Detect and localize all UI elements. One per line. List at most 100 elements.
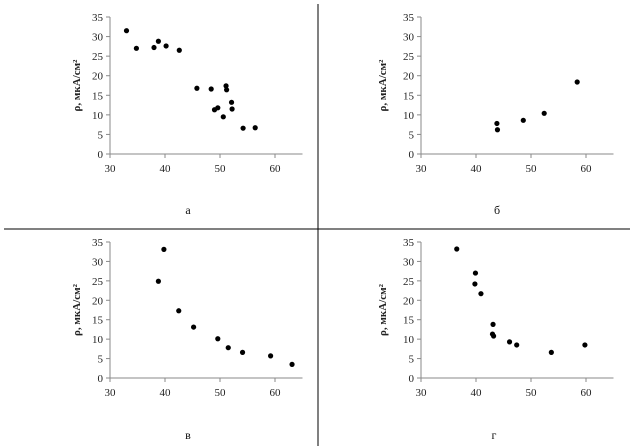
x-tick-label: 50 xyxy=(215,163,227,175)
y-tick-label: 35 xyxy=(92,237,104,249)
x-tick-label: 30 xyxy=(416,163,428,175)
y-tick-label: 30 xyxy=(403,32,415,44)
data-point xyxy=(506,339,513,345)
data-point xyxy=(491,333,497,339)
x-tick-label: 40 xyxy=(471,163,483,175)
y-axis-label: ρ, мкА/см² xyxy=(71,59,83,112)
y-tick-label: 5 xyxy=(409,354,415,366)
data-point xyxy=(514,342,520,348)
x-tick-label: 40 xyxy=(160,387,172,399)
x-tick-label: 60 xyxy=(581,163,593,175)
data-point xyxy=(240,125,246,131)
y-tick-label: 20 xyxy=(403,71,415,83)
y-tick-label: 25 xyxy=(92,276,104,288)
x-tick-label: 60 xyxy=(270,387,282,399)
data-point xyxy=(490,321,496,327)
y-tick-label: 10 xyxy=(92,334,104,346)
data-point xyxy=(208,86,214,92)
data-point xyxy=(454,246,460,252)
y-tick-label: 15 xyxy=(403,315,415,327)
y-axis-label: ρ, мкА/см² xyxy=(71,283,83,336)
y-tick-label: 25 xyxy=(403,51,415,63)
y-tick-label: 5 xyxy=(409,129,415,141)
data-point xyxy=(472,270,479,276)
y-tick-label: 25 xyxy=(403,276,415,288)
x-tick-label: 50 xyxy=(215,387,227,399)
y-tick-label: 30 xyxy=(92,32,104,44)
y-tick-label: 25 xyxy=(92,51,104,63)
chart-panel: 0 5 10 15 20 25 30 35 30 40 50 60 ρ, мкА/см² а xyxy=(71,12,303,217)
y-tick-label: 10 xyxy=(403,110,415,122)
data-point xyxy=(155,38,161,44)
data-point xyxy=(252,125,258,131)
data-point xyxy=(133,45,139,51)
y-tick-label: 30 xyxy=(403,256,415,268)
data-point xyxy=(161,246,167,252)
data-point xyxy=(123,28,130,34)
y-tick-label: 15 xyxy=(403,90,415,102)
x-tick-label: 30 xyxy=(105,387,117,399)
x-tick-label: 40 xyxy=(160,163,172,175)
y-axis-label: ρ, мкА/см² xyxy=(377,283,389,336)
data-point xyxy=(224,87,230,93)
chart-panel: 0 5 10 15 20 25 30 35 30 40 50 60 ρ, мкА/см² г xyxy=(377,237,614,442)
data-point xyxy=(155,278,161,284)
data-point xyxy=(574,79,580,85)
data-point xyxy=(548,349,554,355)
x-tick-label: 40 xyxy=(471,387,483,399)
data-point xyxy=(228,99,235,105)
y-tick-label: 15 xyxy=(92,315,104,327)
y-tick-label: 0 xyxy=(409,149,415,161)
data-point xyxy=(478,291,484,297)
data-point xyxy=(163,43,169,49)
data-point xyxy=(541,110,547,116)
y-tick-label: 35 xyxy=(403,237,415,249)
y-tick-label: 0 xyxy=(98,373,104,385)
y-tick-label: 20 xyxy=(92,71,104,83)
data-point xyxy=(223,83,229,89)
y-tick-label: 15 xyxy=(92,90,104,102)
x-tick-label: 60 xyxy=(581,387,593,399)
data-point xyxy=(225,345,231,351)
data-point xyxy=(220,114,226,120)
data-point xyxy=(289,361,295,367)
data-point xyxy=(176,308,182,314)
data-point xyxy=(194,85,200,91)
x-tick-label: 60 xyxy=(270,163,282,175)
data-point xyxy=(176,47,182,53)
panel-label: г xyxy=(492,428,497,442)
y-tick-label: 20 xyxy=(92,295,104,307)
panel-label: б xyxy=(494,203,500,217)
y-tick-label: 35 xyxy=(403,12,415,24)
data-point xyxy=(472,281,478,287)
data-point xyxy=(494,127,501,133)
data-point xyxy=(151,44,157,51)
x-tick-label: 50 xyxy=(526,387,538,399)
data-point xyxy=(229,106,235,112)
chart-panel: 0 5 10 15 20 25 30 35 30 40 50 60 ρ, мкА/см² в xyxy=(71,237,303,442)
chart-panel: 0 5 10 15 20 25 30 35 30 40 50 60 ρ, мкА/см² б xyxy=(377,12,614,217)
data-point xyxy=(191,324,197,330)
y-tick-label: 5 xyxy=(98,129,104,141)
y-tick-label: 30 xyxy=(92,256,104,268)
x-tick-label: 30 xyxy=(105,163,117,175)
x-tick-label: 30 xyxy=(416,387,428,399)
y-tick-label: 5 xyxy=(98,354,104,366)
data-point xyxy=(268,353,274,359)
y-tick-label: 20 xyxy=(403,295,415,307)
y-tick-label: 0 xyxy=(409,373,415,385)
y-tick-label: 0 xyxy=(98,149,104,161)
data-point xyxy=(239,349,246,355)
x-tick-label: 50 xyxy=(526,163,538,175)
data-point xyxy=(520,117,526,123)
data-point xyxy=(215,336,221,342)
data-point xyxy=(494,120,500,127)
y-tick-label: 10 xyxy=(403,334,415,346)
panel-label: в xyxy=(185,428,191,442)
y-tick-label: 35 xyxy=(92,12,104,24)
y-tick-label: 10 xyxy=(92,110,104,122)
panel-label: а xyxy=(185,203,191,217)
data-point xyxy=(215,105,221,111)
